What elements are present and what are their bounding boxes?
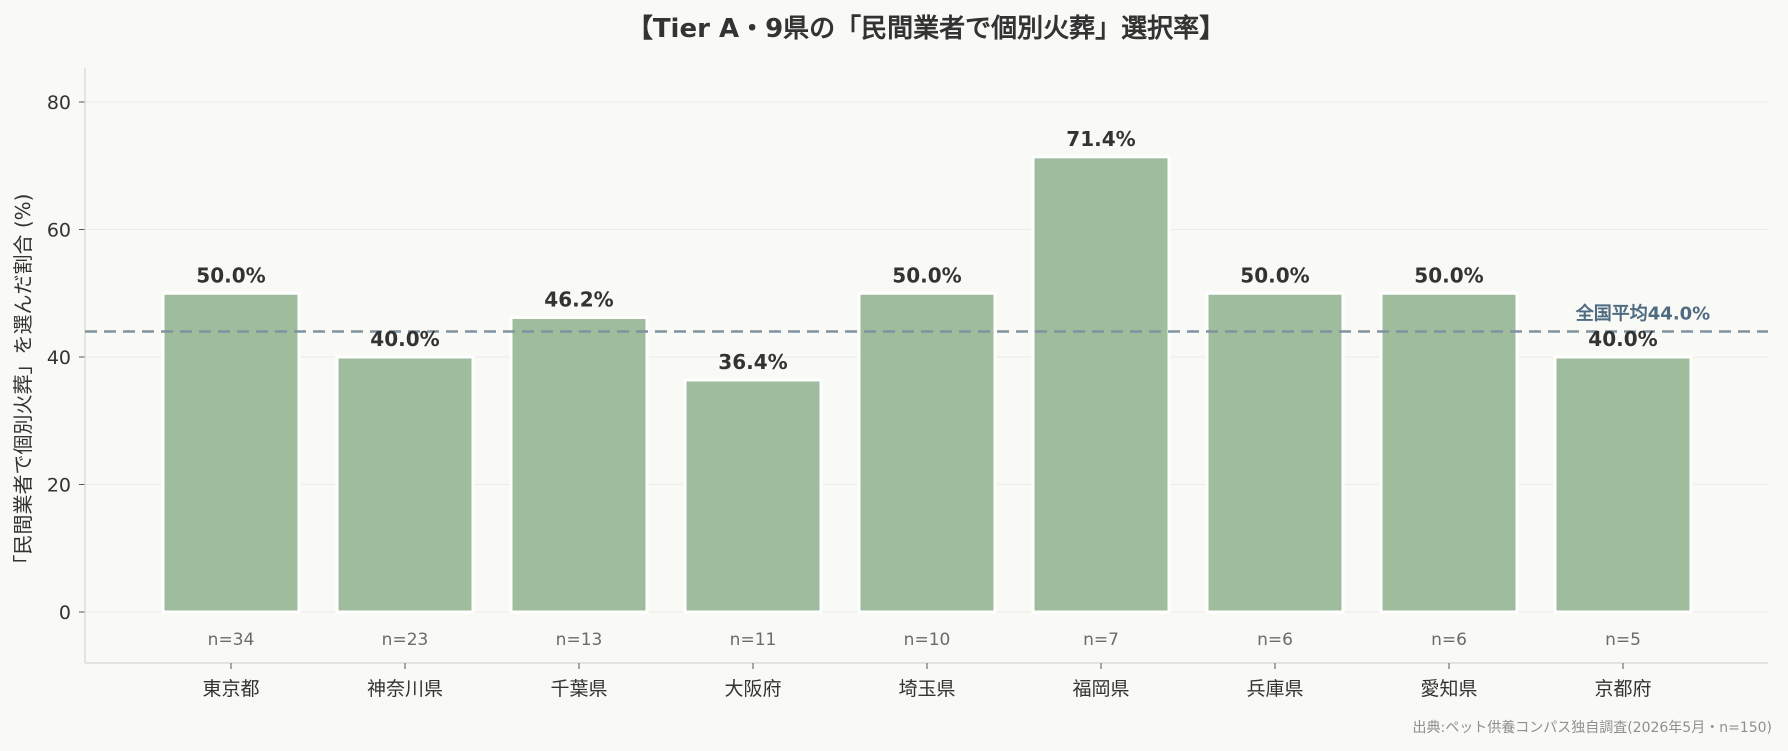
- bar-value-label: 50.0%: [892, 263, 961, 287]
- sample-size-label: n=7: [1083, 630, 1119, 650]
- bar-value-label: 50.0%: [1414, 263, 1483, 287]
- x-tick-label: 大阪府: [724, 678, 781, 700]
- chart-title: 【Tier A・9県の「民間業者で個別火葬」選択率】: [627, 13, 1225, 44]
- bar-value-label: 50.0%: [1240, 263, 1309, 287]
- y-tick-label: 0: [59, 602, 71, 624]
- axes: [79, 68, 1768, 669]
- bar-value-label: 36.4%: [718, 350, 787, 374]
- bar: [683, 378, 823, 614]
- sample-size-label: n=6: [1431, 630, 1467, 650]
- x-tick-label: 京都府: [1594, 678, 1651, 700]
- x-tick-label: 千葉県: [550, 678, 607, 700]
- bar-value-label: 71.4%: [1066, 127, 1135, 151]
- source-note: 出典:ペット供養コンパス独自調査(2026年5月・n=150): [1412, 719, 1772, 736]
- bar: [1379, 291, 1519, 614]
- sample-size-label: n=34: [208, 630, 255, 650]
- y-tick-label: 20: [47, 475, 71, 497]
- reference-line-group: 全国平均44.0%: [85, 303, 1768, 333]
- x-tick-label: 福岡県: [1072, 678, 1129, 700]
- x-tick-label: 兵庫県: [1246, 678, 1303, 700]
- y-tick-label: 60: [47, 220, 71, 242]
- national-average-label: 全国平均44.0%: [1575, 303, 1710, 325]
- sample-size-label: n=10: [904, 630, 951, 650]
- sample-size-label: n=5: [1605, 630, 1641, 650]
- bar-value-label: 46.2%: [544, 287, 613, 311]
- bar: [1031, 155, 1171, 614]
- bar-value-label: 40.0%: [1588, 327, 1657, 351]
- sample-size-label: n=23: [382, 630, 429, 650]
- x-tick-label: 愛知県: [1420, 678, 1477, 700]
- x-tick-label: 埼玉県: [898, 678, 955, 700]
- bar: [509, 315, 649, 614]
- y-tick-label: 40: [47, 347, 71, 369]
- sample-size-label: n=11: [730, 630, 777, 650]
- sample-size-label: n=13: [556, 630, 603, 650]
- y-axis-label: 「民間業者で個別火葬」を選んだ割合 (%): [11, 194, 35, 575]
- x-tick-label: 神奈川県: [367, 678, 443, 700]
- y-tick-label: 80: [47, 92, 71, 114]
- bar-value-label: 40.0%: [370, 327, 439, 351]
- bar: [1553, 355, 1693, 614]
- x-tick-labels: 東京都 神奈川県 千葉県 大阪府 埼玉県 福岡県 兵庫県 愛知県 京都府: [202, 678, 1651, 700]
- bar: [857, 291, 997, 614]
- bar-value-label: 50.0%: [196, 263, 265, 287]
- y-tick-labels: 0 20 40 60 80: [47, 92, 71, 624]
- bar: [335, 355, 475, 614]
- bar: [161, 291, 301, 614]
- bars: [161, 155, 1693, 614]
- sample-size-labels: n=34 n=23 n=13 n=11 n=10 n=7 n=6 n=6 n=5: [208, 630, 1641, 650]
- bar: [1205, 291, 1345, 614]
- value-labels: 50.0% 40.0% 46.2% 36.4% 50.0% 71.4% 50.0% 50.0%…: [196, 127, 1657, 374]
- sample-size-label: n=6: [1257, 630, 1293, 650]
- x-tick-label: 東京都: [202, 678, 259, 700]
